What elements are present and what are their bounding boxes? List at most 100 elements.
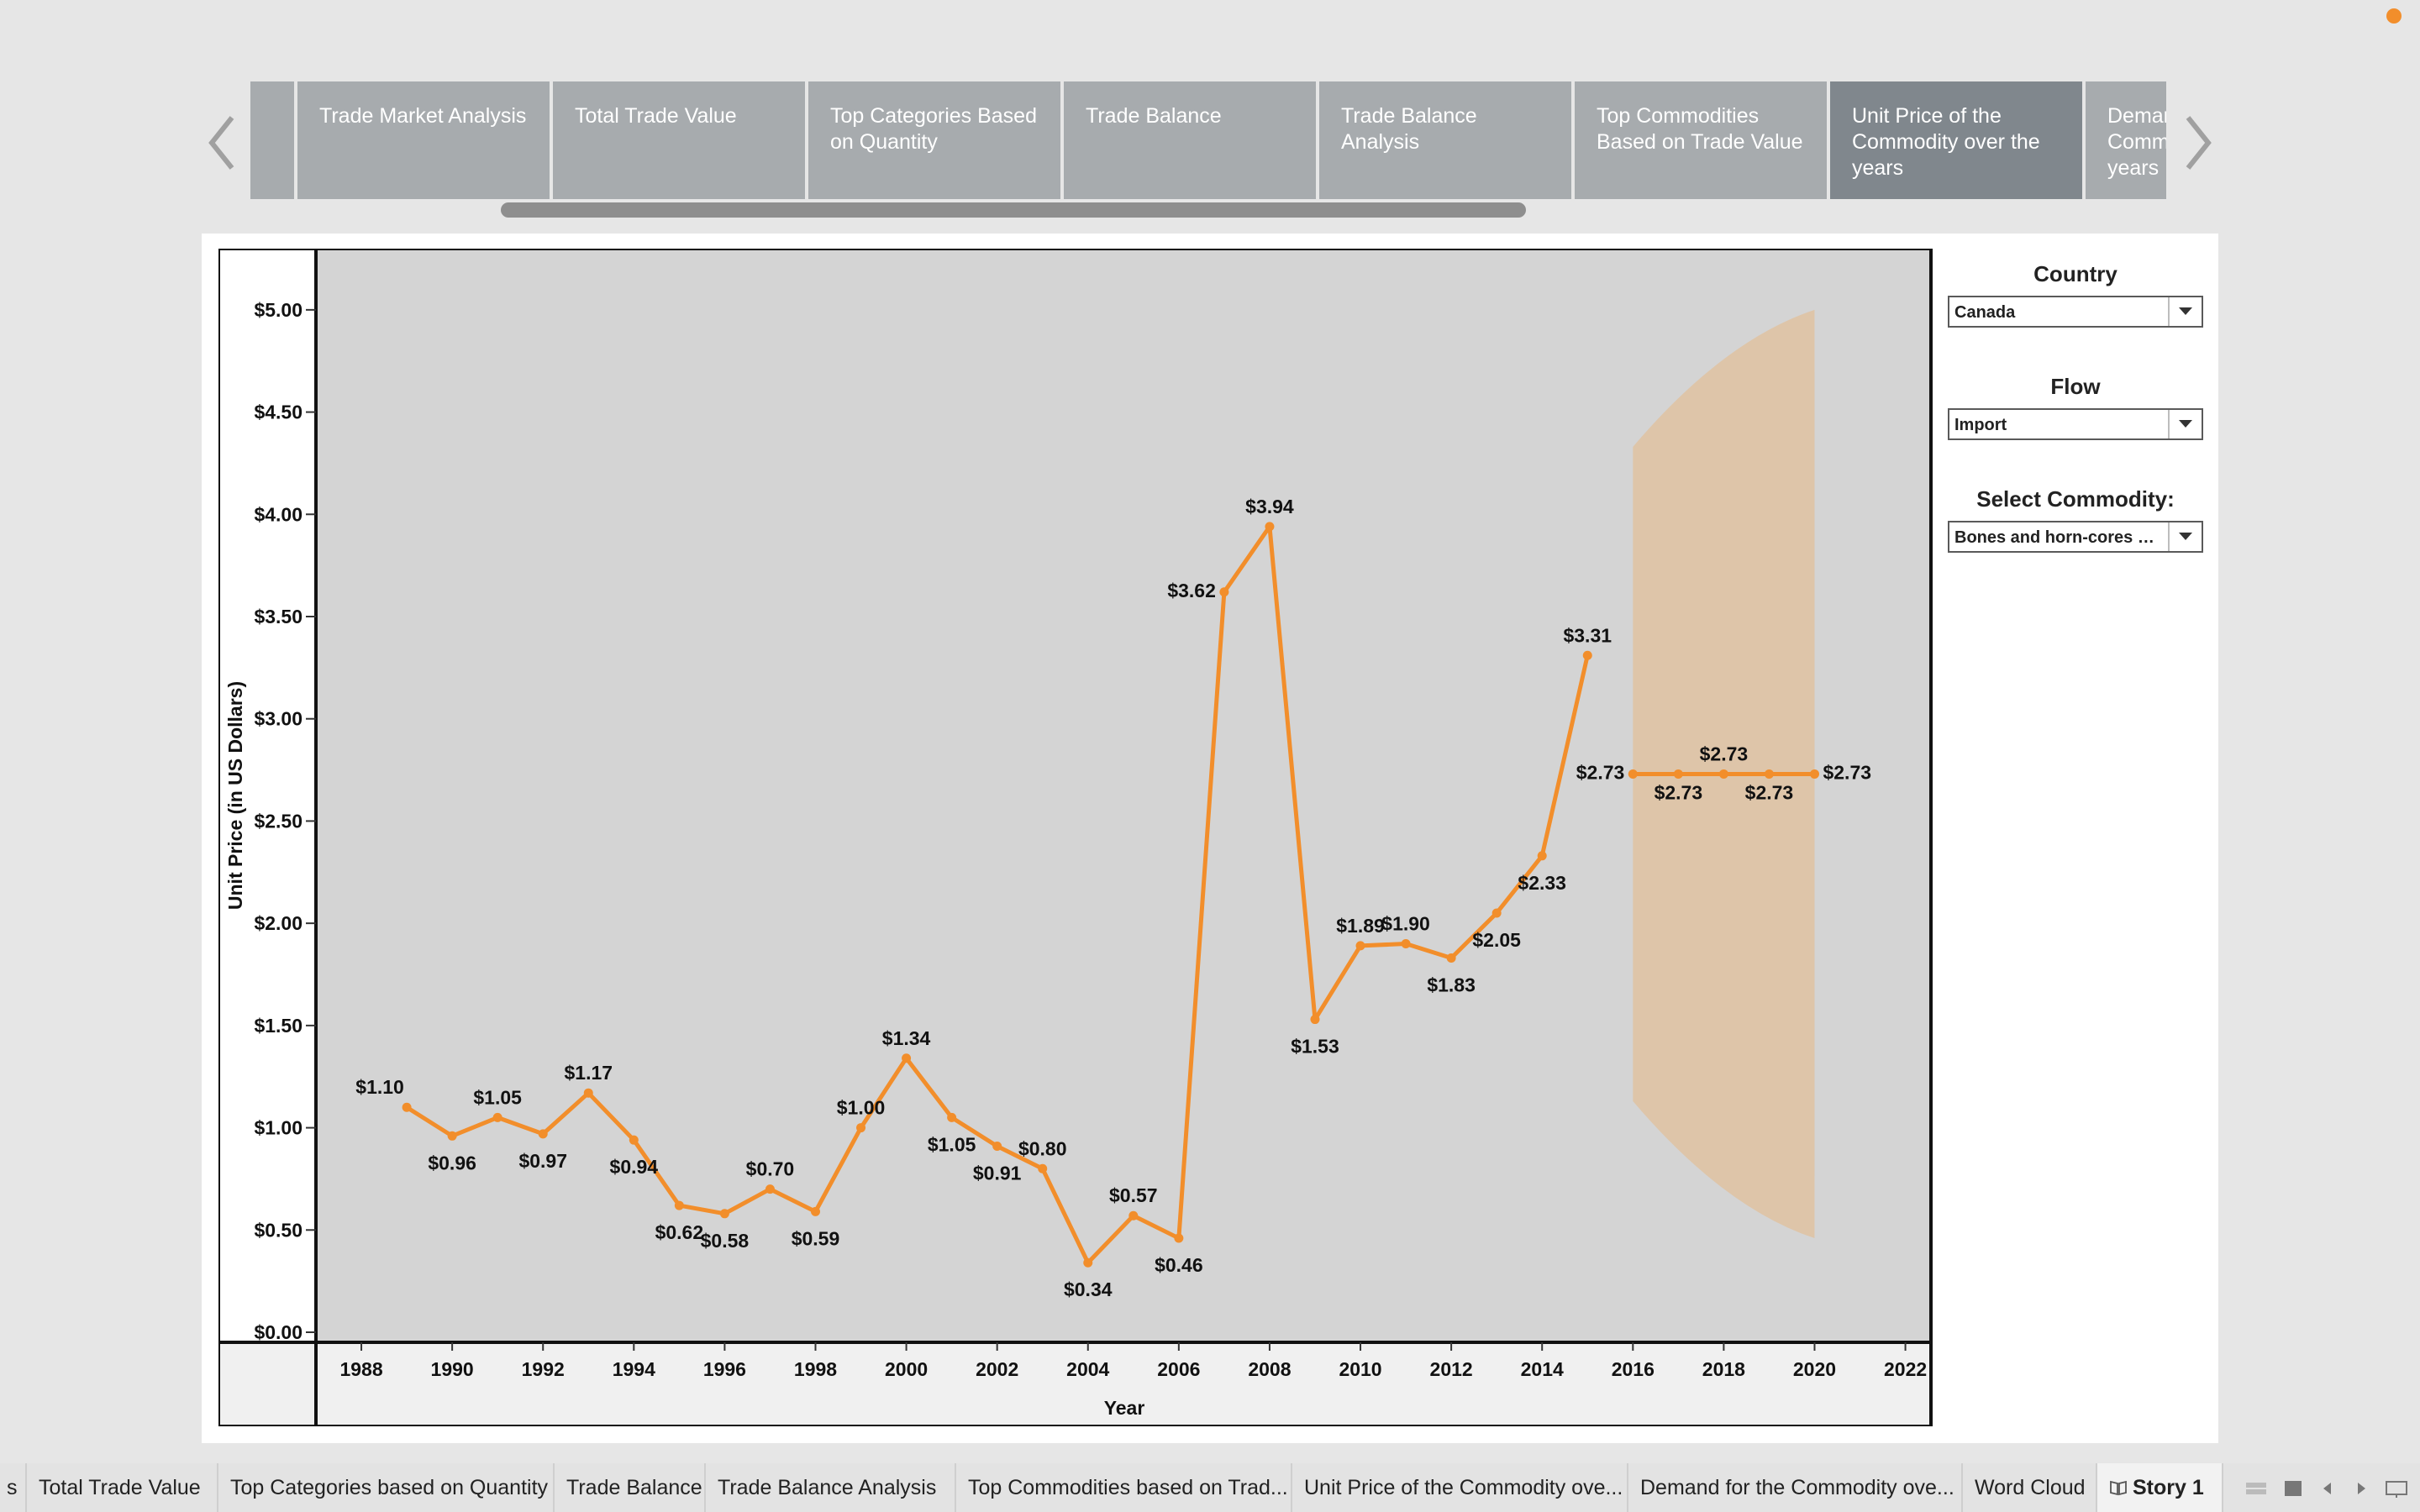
actual-data-point xyxy=(1174,1233,1184,1243)
story-point-trade-balance-analysis[interactable]: Trade Balance Analysis xyxy=(1319,81,1571,199)
actual-data-point xyxy=(1128,1210,1139,1221)
country-filter-title: Country xyxy=(2033,261,2118,286)
actual-data-label: $3.94 xyxy=(1245,496,1294,517)
country-dropdown-button[interactable] xyxy=(2168,297,2202,326)
show-sheet-sorter-icon[interactable] xyxy=(2245,1480,2267,1501)
tab-top-categories[interactable]: Top Categories based on Quantity xyxy=(218,1463,555,1512)
x-tick-label: 2010 xyxy=(1339,1358,1381,1380)
filter-panel: Country Canada Flow Import Select Commod… xyxy=(1948,257,2203,595)
actual-data-label: $0.58 xyxy=(701,1230,750,1252)
y-tick-label: $4.00 xyxy=(254,503,302,525)
actual-data-label: $3.31 xyxy=(1563,624,1612,646)
actual-data-label: $0.70 xyxy=(746,1158,795,1180)
actual-data-point xyxy=(1582,650,1592,660)
tab-partial[interactable]: s xyxy=(0,1463,27,1512)
forecast-data-label: $2.73 xyxy=(1700,743,1749,764)
story-point-trade-balance[interactable]: Trade Balance xyxy=(1064,81,1316,199)
flow-dropdown-button[interactable] xyxy=(2168,410,2202,438)
country-dropdown-value: Canada xyxy=(1954,303,2016,322)
forecast-data-point xyxy=(1764,769,1774,779)
actual-data-point xyxy=(538,1129,548,1139)
story-navigator-scrollbar[interactable] xyxy=(501,202,1526,218)
commodity-dropdown-value: Bones and horn-cores un... xyxy=(1954,528,2165,547)
tab-total-trade-value[interactable]: Total Trade Value xyxy=(27,1463,218,1512)
story-point-0[interactable] xyxy=(250,81,294,199)
actual-data-point xyxy=(810,1206,820,1216)
y-axis-panel xyxy=(218,249,318,1344)
actual-data-point xyxy=(1401,938,1411,948)
presentation-mode-icon[interactable] xyxy=(2385,1480,2410,1503)
y-axis-title: Unit Price (in US Dollars) xyxy=(224,681,246,910)
commodity-dropdown-button[interactable] xyxy=(2168,522,2202,551)
actual-data-point xyxy=(1083,1257,1093,1268)
commodity-dropdown[interactable]: Bones and horn-cores un... xyxy=(1948,521,2203,553)
scroll-tabs-right-icon[interactable] xyxy=(2354,1480,2368,1501)
sheet-tab-bar: s Total Trade Value Top Categories based… xyxy=(0,1463,2420,1512)
actual-data-label: $0.59 xyxy=(792,1227,840,1249)
actual-data-point xyxy=(719,1209,729,1219)
caret-down-icon xyxy=(2179,533,2192,540)
x-axis-panel xyxy=(314,1341,1933,1426)
y-tick-label: $0.50 xyxy=(254,1219,302,1241)
actual-data-point xyxy=(1537,851,1547,861)
actual-data-point xyxy=(765,1184,775,1194)
actual-data-label: $1.10 xyxy=(355,1076,404,1098)
actual-data-point xyxy=(856,1123,866,1133)
y-tick-label: $0.00 xyxy=(254,1321,302,1343)
forecast-data-point xyxy=(1718,769,1728,779)
actual-data-label: $2.05 xyxy=(1472,929,1521,951)
country-dropdown[interactable]: Canada xyxy=(1948,296,2203,328)
actual-data-point xyxy=(947,1112,957,1122)
story-point-top-categories[interactable]: Top Categories Based on Quantity xyxy=(808,81,1060,199)
story-point-demand[interactable]: Demand for the Commodity over the years xyxy=(2086,81,2166,199)
story-next-button[interactable] xyxy=(2171,101,2222,185)
actual-data-label: $2.33 xyxy=(1518,872,1566,894)
scroll-tabs-left-icon[interactable] xyxy=(2321,1480,2334,1501)
actual-data-point xyxy=(447,1131,457,1141)
actual-data-point xyxy=(992,1141,1002,1151)
forecast-data-label: $2.73 xyxy=(1576,761,1625,783)
tab-trade-balance-analysis[interactable]: Trade Balance Analysis xyxy=(706,1463,956,1512)
story-point-trade-market-analysis[interactable]: Trade Market Analysis xyxy=(297,81,550,199)
actual-data-point xyxy=(402,1102,412,1112)
caret-down-icon xyxy=(2179,420,2192,428)
chevron-left-icon xyxy=(208,116,234,170)
y-tick-label: $1.00 xyxy=(254,1117,302,1139)
show-filmstrip-icon[interactable] xyxy=(2282,1480,2304,1501)
tab-trade-balance[interactable]: Trade Balance xyxy=(555,1463,706,1512)
status-dot xyxy=(2386,8,2402,24)
x-tick-label: 2014 xyxy=(1521,1358,1564,1380)
y-tick-label: $1.50 xyxy=(254,1015,302,1037)
actual-data-label: $1.34 xyxy=(882,1027,931,1049)
actual-data-label: $1.90 xyxy=(1381,912,1430,934)
tab-word-cloud[interactable]: Word Cloud xyxy=(1963,1463,2097,1512)
forecast-data-label: $2.73 xyxy=(1745,781,1794,803)
commodity-filter-title: Select Commodity: xyxy=(1976,486,2175,512)
actual-data-label: $1.17 xyxy=(564,1062,613,1084)
story-point-top-commodities[interactable]: Top Commodities Based on Trade Value xyxy=(1575,81,1827,199)
flow-dropdown[interactable]: Import xyxy=(1948,408,2203,440)
actual-data-point xyxy=(1310,1015,1320,1025)
x-tick-label: 1990 xyxy=(431,1358,474,1380)
forecast-data-point xyxy=(1809,769,1819,779)
actual-data-label: $1.53 xyxy=(1291,1036,1339,1058)
actual-data-point xyxy=(1491,908,1502,918)
tab-top-commodities[interactable]: Top Commodities based on Trad... xyxy=(956,1463,1292,1512)
x-tick-label: 2020 xyxy=(1793,1358,1836,1380)
actual-data-point xyxy=(1265,522,1275,532)
x-tick-label: 2008 xyxy=(1248,1358,1291,1380)
actual-data-label: $0.80 xyxy=(1018,1137,1067,1159)
tab-story-1[interactable]: Story 1 xyxy=(2097,1463,2223,1512)
forecast-data-label: $2.73 xyxy=(1655,781,1703,803)
chart-svg: $0.00 $0.50 $1.00 $1.50 $2.00 $2.50 $3.00 $3.50… xyxy=(218,249,1933,1426)
forecast-data-point xyxy=(1628,769,1638,779)
tab-demand[interactable]: Demand for the Commodity ove... xyxy=(1628,1463,1963,1512)
tab-unit-price[interactable]: Unit Price of the Commodity ove... xyxy=(1292,1463,1628,1512)
actual-data-label: $0.34 xyxy=(1064,1278,1113,1300)
flow-dropdown-value: Import xyxy=(1954,416,2007,434)
y-tick-label: $4.50 xyxy=(254,402,302,423)
x-tick-label: 2016 xyxy=(1612,1358,1655,1380)
story-point-unit-price[interactable]: Unit Price of the Commodity over the yea… xyxy=(1830,81,2082,199)
story-point-total-trade-value[interactable]: Total Trade Value xyxy=(553,81,805,199)
story-prev-button[interactable] xyxy=(198,101,249,185)
